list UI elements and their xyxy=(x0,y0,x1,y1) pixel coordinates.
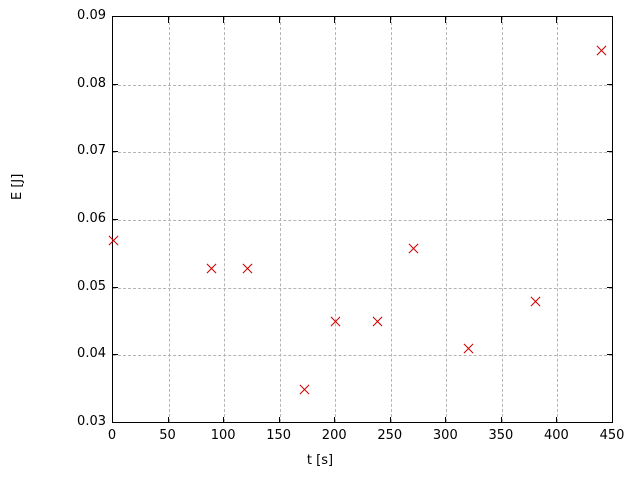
marker-stroke xyxy=(299,384,310,395)
x-tick xyxy=(112,17,113,23)
y-tick-label: 0.06 xyxy=(77,211,106,226)
data-point-marker xyxy=(107,234,120,247)
data-point-marker xyxy=(241,262,254,275)
marker-stroke xyxy=(242,263,253,274)
marker-stroke xyxy=(108,235,118,246)
y-tick xyxy=(607,219,613,220)
gridline-vertical xyxy=(501,17,503,422)
marker-stroke xyxy=(530,296,541,307)
x-tick xyxy=(278,17,280,23)
gridline-vertical xyxy=(279,17,281,422)
x-tick xyxy=(445,17,447,23)
gridline-vertical xyxy=(224,17,226,422)
x-tick xyxy=(389,17,391,23)
y-tick-label: 0.04 xyxy=(77,346,106,362)
x-tick xyxy=(334,417,336,423)
x-tick-label: 150 xyxy=(266,428,292,443)
y-tick xyxy=(607,16,613,17)
y-tick xyxy=(112,16,118,17)
marker-stroke xyxy=(299,384,310,395)
y-tick xyxy=(112,219,118,220)
x-tick xyxy=(223,17,225,23)
marker-stroke xyxy=(206,263,217,274)
x-tick xyxy=(334,17,336,23)
marker-stroke xyxy=(408,243,418,254)
x-tick xyxy=(278,417,280,423)
x-tick xyxy=(556,417,558,423)
x-tick-label: 350 xyxy=(488,428,514,443)
x-tick-label: 450 xyxy=(599,428,625,443)
data-point-marker xyxy=(205,262,218,275)
gridline-horizontal xyxy=(113,287,612,289)
marker-stroke xyxy=(372,316,383,327)
y-tick-label: 0.08 xyxy=(77,75,106,91)
y-tick xyxy=(112,83,118,85)
y-tick xyxy=(112,286,118,288)
y-tick xyxy=(607,151,613,153)
gridline-vertical xyxy=(446,17,448,422)
x-tick-label: 250 xyxy=(377,428,403,443)
data-point-marker xyxy=(371,315,384,328)
y-tick xyxy=(112,151,118,153)
x-tick xyxy=(556,17,558,23)
x-tick xyxy=(612,17,613,23)
marker-stroke xyxy=(372,316,383,327)
y-tick xyxy=(607,422,613,423)
y-tick xyxy=(607,286,613,288)
x-tick-label: 200 xyxy=(321,428,347,443)
x-tick xyxy=(500,417,502,423)
x-tick xyxy=(167,417,169,423)
marker-stroke xyxy=(463,343,474,354)
y-tick xyxy=(112,422,118,423)
y-tick xyxy=(607,83,613,85)
data-point-marker xyxy=(462,342,475,355)
x-tick-label: 100 xyxy=(210,428,236,443)
x-tick xyxy=(167,17,169,23)
marker-stroke xyxy=(242,263,253,274)
data-point-marker xyxy=(407,242,420,255)
gridline-horizontal xyxy=(113,355,612,357)
data-point-marker xyxy=(529,295,542,308)
y-axis-title: E [J] xyxy=(10,173,25,200)
marker-stroke xyxy=(596,45,607,56)
gridline-vertical xyxy=(168,17,170,422)
x-tick-label: 300 xyxy=(432,428,458,443)
x-tick-label: 0 xyxy=(107,428,117,443)
x-tick xyxy=(112,417,113,423)
marker-stroke xyxy=(408,243,418,254)
y-tick-label: 0.05 xyxy=(77,278,106,294)
x-tick xyxy=(445,417,447,423)
marker-stroke xyxy=(108,235,118,246)
x-tick xyxy=(223,417,225,423)
gridline-vertical xyxy=(557,17,559,422)
x-tick xyxy=(389,417,391,423)
y-tick-label: 0.09 xyxy=(77,8,106,23)
x-tick-label: 400 xyxy=(544,428,569,443)
gridline-horizontal xyxy=(113,84,612,86)
marker-stroke xyxy=(206,263,217,274)
marker-stroke xyxy=(596,45,607,56)
marker-stroke xyxy=(463,343,474,354)
x-tick xyxy=(612,417,613,423)
gridline-vertical xyxy=(335,17,337,422)
gridline-vertical xyxy=(390,17,392,422)
y-tick-label: 0.03 xyxy=(77,414,106,429)
x-tick-label: 50 xyxy=(159,428,176,443)
y-tick-label: 0.07 xyxy=(77,143,106,159)
plot-area xyxy=(108,16,613,423)
data-point-marker xyxy=(298,383,311,396)
data-point-marker xyxy=(595,44,608,57)
gridline-horizontal xyxy=(113,152,612,154)
y-tick xyxy=(112,354,118,356)
x-tick xyxy=(500,17,502,23)
x-axis-title: t [s] xyxy=(306,453,334,468)
marker-stroke xyxy=(530,296,541,307)
y-tick xyxy=(607,354,613,356)
gridline-horizontal xyxy=(113,220,612,221)
